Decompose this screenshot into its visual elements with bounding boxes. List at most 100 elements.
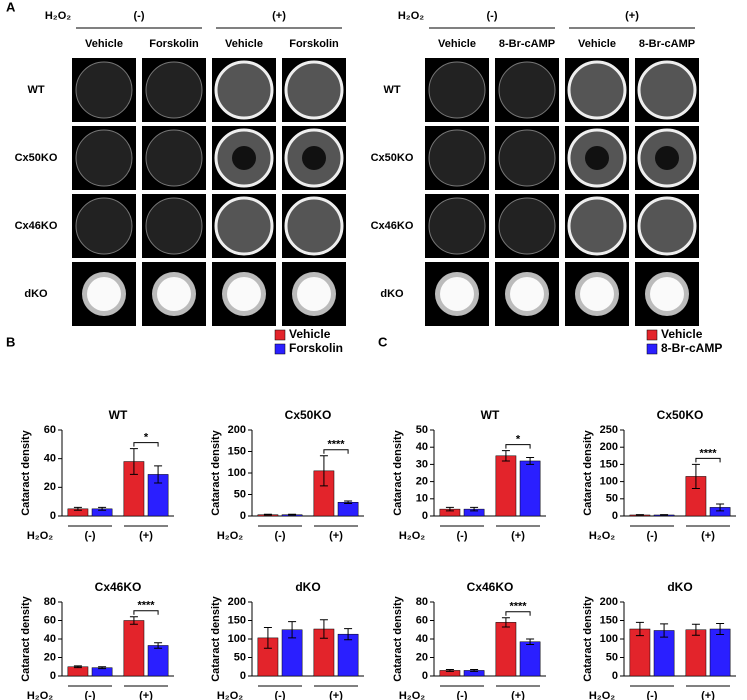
significance-bracket bbox=[695, 457, 721, 463]
legend-swatch bbox=[274, 329, 286, 341]
significance-label: * bbox=[516, 434, 521, 446]
row-label: dKO bbox=[24, 288, 48, 300]
x-axis-label: H₂O₂ bbox=[399, 530, 425, 542]
error-bar bbox=[98, 506, 107, 511]
x-axis-label: H₂O₂ bbox=[217, 690, 243, 700]
lens bbox=[145, 197, 203, 255]
y-tick-label: 20 bbox=[44, 651, 56, 663]
bar bbox=[337, 633, 359, 677]
x-axis-label: H₂O₂ bbox=[589, 690, 615, 700]
y-tick-label: 150 bbox=[228, 445, 246, 457]
lens bbox=[498, 61, 556, 119]
y-tick-label: 100 bbox=[228, 633, 246, 645]
column-label: Forskolin bbox=[149, 38, 199, 50]
y-tick-label: 20 bbox=[44, 481, 56, 493]
x-tick-label: (-) bbox=[647, 690, 658, 700]
y-tick-label: 100 bbox=[600, 476, 618, 488]
y-tick-label: 0 bbox=[240, 510, 246, 522]
row-label: Cx50KO bbox=[371, 152, 414, 164]
y-tick-label: 200 bbox=[600, 596, 618, 608]
lens bbox=[227, 277, 261, 311]
legend-swatch bbox=[646, 329, 658, 341]
y-tick-label: 200 bbox=[228, 596, 246, 608]
treatment-label: H₂O₂ bbox=[398, 10, 424, 22]
y-tick-label: 150 bbox=[228, 614, 246, 626]
x-tick-label: (-) bbox=[85, 530, 96, 542]
error-bar bbox=[526, 457, 535, 465]
error-bar bbox=[691, 463, 700, 489]
y-tick-label: 40 bbox=[44, 633, 56, 645]
lens bbox=[650, 277, 684, 311]
y-tick-label: 10 bbox=[416, 493, 428, 505]
group-label: (-) bbox=[487, 10, 498, 22]
lens bbox=[637, 196, 697, 256]
x-tick-label: (+) bbox=[139, 690, 153, 700]
bar bbox=[709, 628, 731, 677]
legend-label: 8-Br-cAMP bbox=[661, 341, 722, 355]
y-tick-label: 80 bbox=[416, 596, 428, 608]
error-bar bbox=[288, 621, 297, 639]
x-axis-label: H₂O₂ bbox=[399, 690, 425, 700]
legend-label: Vehicle bbox=[661, 327, 703, 341]
y-tick-label: 40 bbox=[44, 453, 56, 465]
x-tick-label: (-) bbox=[457, 690, 468, 700]
significance-label: **** bbox=[137, 600, 155, 612]
chart-title: WT bbox=[109, 408, 128, 422]
y-tick-label: 200 bbox=[600, 441, 618, 453]
y-tick-label: 40 bbox=[416, 633, 428, 645]
y-axis-label: Cataract density bbox=[392, 595, 404, 681]
column-label: 8-Br-cAMP bbox=[639, 38, 695, 50]
error-bar bbox=[660, 623, 669, 638]
lens bbox=[75, 61, 133, 119]
x-tick-label: (+) bbox=[511, 690, 525, 700]
row-label: WT bbox=[383, 84, 400, 96]
error-bar bbox=[288, 513, 297, 516]
lens bbox=[302, 146, 326, 170]
panel-label: B bbox=[6, 334, 15, 349]
lens bbox=[567, 60, 627, 120]
x-tick-label: (-) bbox=[647, 530, 658, 542]
error-bar bbox=[129, 448, 138, 475]
significance-label: * bbox=[144, 432, 149, 444]
legend-label: Vehicle bbox=[289, 327, 331, 341]
y-tick-label: 0 bbox=[50, 510, 56, 522]
y-axis-label: Cataract density bbox=[582, 429, 594, 515]
error-bar bbox=[98, 666, 107, 670]
column-label: Vehicle bbox=[578, 38, 616, 50]
lens bbox=[637, 60, 697, 120]
significance-bracket bbox=[133, 442, 159, 447]
lens bbox=[428, 61, 486, 119]
bar bbox=[495, 455, 517, 517]
bar bbox=[337, 501, 359, 517]
y-tick-label: 20 bbox=[416, 476, 428, 488]
x-axis-label: H₂O₂ bbox=[27, 530, 53, 542]
significance-label: **** bbox=[327, 439, 345, 451]
lens bbox=[214, 196, 274, 256]
x-tick-label: (-) bbox=[457, 530, 468, 542]
significance-bracket bbox=[133, 610, 159, 615]
lens bbox=[145, 129, 203, 187]
y-tick-label: 100 bbox=[600, 633, 618, 645]
lens bbox=[585, 146, 609, 170]
chart-title: Cx50KO bbox=[285, 408, 332, 422]
y-tick-label: 0 bbox=[240, 670, 246, 682]
significance-bracket bbox=[505, 444, 531, 449]
legend-swatch bbox=[646, 343, 658, 355]
column-label: Vehicle bbox=[225, 38, 263, 50]
error-bar bbox=[470, 669, 479, 672]
error-bar bbox=[691, 623, 700, 636]
significance-bracket bbox=[505, 611, 531, 616]
x-tick-label: (+) bbox=[701, 690, 715, 700]
y-tick-label: 50 bbox=[606, 493, 618, 505]
y-tick-label: 0 bbox=[422, 670, 428, 682]
y-axis-label: Cataract density bbox=[582, 595, 594, 681]
error-bar bbox=[635, 514, 644, 516]
chart-title: WT bbox=[481, 408, 500, 422]
y-tick-label: 60 bbox=[416, 614, 428, 626]
treatment-label: H₂O₂ bbox=[45, 10, 71, 22]
group-label: (-) bbox=[134, 10, 145, 22]
column-label: Vehicle bbox=[85, 38, 123, 50]
bar bbox=[519, 641, 541, 677]
chart-title: Cx50KO bbox=[657, 408, 704, 422]
x-tick-label: (+) bbox=[139, 530, 153, 542]
